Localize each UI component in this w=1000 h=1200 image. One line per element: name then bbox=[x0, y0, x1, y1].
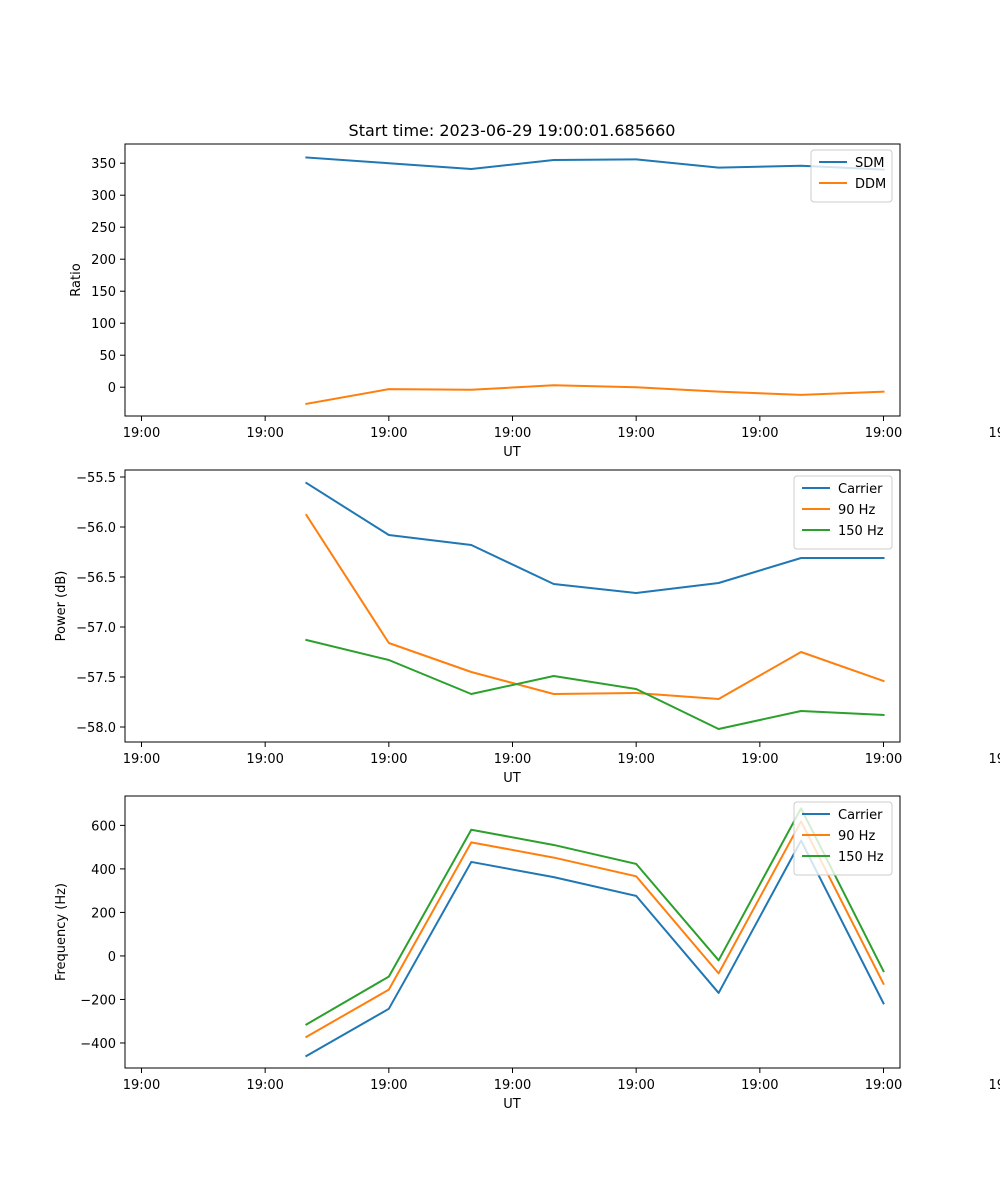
legend: SDM DDM bbox=[810, 149, 893, 203]
x-tick-label: 19:00 bbox=[741, 426, 778, 441]
x-tick-label: 19:00 bbox=[865, 1078, 902, 1093]
y-tick-label: 300 bbox=[91, 189, 116, 204]
y-tick-label: −200 bbox=[80, 993, 116, 1008]
x-tick-label: 19:00 bbox=[123, 426, 160, 441]
x-tick-label: 19:00 bbox=[617, 426, 654, 441]
x-tick-label: 19:00 bbox=[246, 1078, 283, 1093]
x-tick-label: 19:00 bbox=[370, 1078, 407, 1093]
x-tick-label: 19:00 bbox=[123, 752, 160, 767]
series-line-150-hz bbox=[305, 638, 885, 730]
y-tick-label: 400 bbox=[91, 863, 116, 878]
x-tick-label: 19:00 bbox=[617, 1078, 654, 1093]
y-tick-label: 200 bbox=[91, 906, 116, 921]
x-axis-label: UT bbox=[503, 771, 521, 786]
y-tick-label: 150 bbox=[91, 285, 116, 300]
chart-panel-2: 19:00 19:00 19:00 19:00 19:00 19:00 19:00 19:01… bbox=[54, 469, 1000, 786]
y-tick-label: 350 bbox=[91, 157, 116, 172]
y-tick-label: −56.0 bbox=[76, 521, 116, 536]
series-line-150-hz bbox=[305, 807, 885, 1026]
x-tick-label: 19:00 bbox=[617, 752, 654, 767]
y-tick-label: −58.0 bbox=[76, 721, 116, 736]
legend-label: 90 Hz bbox=[838, 503, 875, 518]
chart-panel-3: 19:00 19:00 19:00 19:00 19:00 19:00 19:00 19:01… bbox=[54, 795, 1000, 1112]
x-tick-label: 19:00 bbox=[246, 752, 283, 767]
y-tick-label: −56.5 bbox=[76, 571, 116, 586]
y-tick-label: 100 bbox=[91, 317, 116, 332]
legend: Carrier 90 Hz 150 Hz bbox=[793, 801, 893, 876]
y-tick-label: 250 bbox=[91, 221, 116, 236]
y-axis-label: Frequency (Hz) bbox=[54, 883, 69, 981]
x-tick-label: 19:00 bbox=[494, 426, 531, 441]
x-axis-label: UT bbox=[503, 445, 521, 460]
y-tick-label: −57.5 bbox=[76, 671, 116, 686]
x-tick-label: 19:01 bbox=[988, 426, 1000, 441]
legend-label: DDM bbox=[855, 177, 886, 192]
series-line-carrier bbox=[305, 481, 885, 594]
y-axis-label: Power (dB) bbox=[54, 571, 69, 642]
figure-title: Start time: 2023-06-29 19:00:01.685660 bbox=[349, 121, 676, 140]
x-tick-label: 19:00 bbox=[370, 426, 407, 441]
legend-label: Carrier bbox=[838, 482, 883, 497]
x-tick-label: 19:01 bbox=[988, 1078, 1000, 1093]
series-line-90-hz bbox=[305, 820, 885, 1039]
legend-label: Carrier bbox=[838, 808, 883, 823]
y-tick-label: 200 bbox=[91, 253, 116, 268]
legend-label: 150 Hz bbox=[838, 524, 884, 539]
x-axis-label: UT bbox=[503, 1097, 521, 1112]
legend-label: SDM bbox=[855, 156, 884, 171]
x-tick-label: 19:00 bbox=[741, 752, 778, 767]
y-tick-label: −57.0 bbox=[76, 621, 116, 636]
series-line-carrier bbox=[305, 839, 885, 1058]
x-tick-label: 19:00 bbox=[865, 752, 902, 767]
y-tick-label: −55.5 bbox=[76, 471, 116, 486]
y-tick-label: 600 bbox=[91, 819, 116, 834]
y-axis-label: Ratio bbox=[69, 263, 84, 296]
series-line-ddm bbox=[305, 384, 885, 406]
y-tick-label: −400 bbox=[80, 1037, 116, 1052]
y-tick-label: 50 bbox=[99, 349, 116, 364]
series-line-90-hz bbox=[304, 513, 885, 700]
y-tick-label: 0 bbox=[108, 381, 116, 396]
legend: Carrier 90 Hz 150 Hz bbox=[793, 475, 893, 550]
x-tick-label: 19:00 bbox=[370, 752, 407, 767]
legend-label: 90 Hz bbox=[838, 829, 875, 844]
legend-label: 150 Hz bbox=[838, 850, 884, 865]
x-tick-label: 19:00 bbox=[741, 1078, 778, 1093]
x-tick-label: 19:00 bbox=[494, 752, 531, 767]
x-tick-label: 19:00 bbox=[246, 426, 283, 441]
chart-panel-1: 19:00 19:00 19:00 19:00 19:00 19:00 19:00 19:01… bbox=[69, 143, 1000, 460]
y-tick-label: 0 bbox=[108, 950, 116, 965]
x-tick-label: 19:01 bbox=[988, 752, 1000, 767]
x-tick-label: 19:00 bbox=[494, 1078, 531, 1093]
x-tick-label: 19:00 bbox=[865, 426, 902, 441]
x-tick-label: 19:00 bbox=[123, 1078, 160, 1093]
series-line-sdm bbox=[305, 156, 885, 171]
